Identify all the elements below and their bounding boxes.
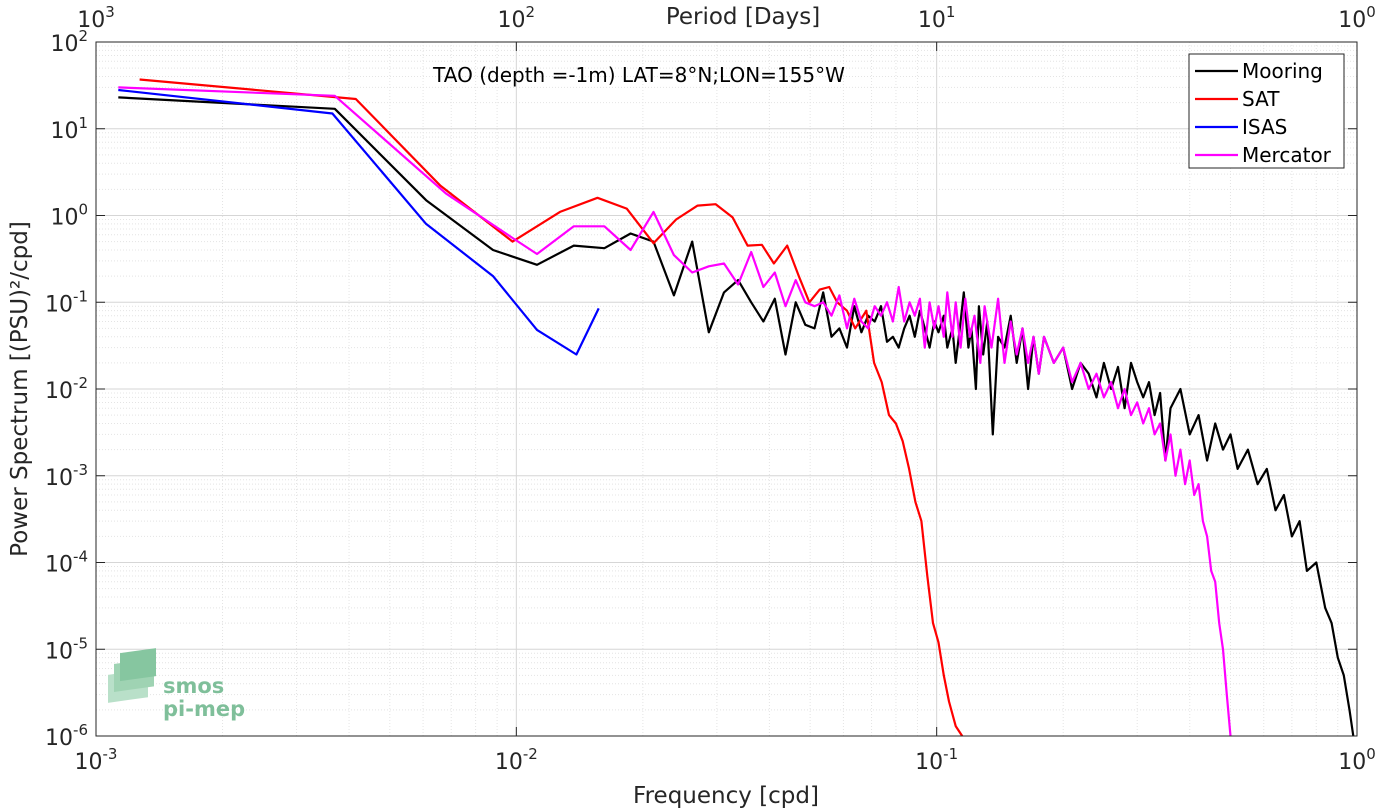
y-tick-label: 10-6	[45, 721, 88, 751]
x2-tick-label: 102	[498, 3, 536, 33]
x-tick-label: 100	[1338, 745, 1376, 775]
x-tick-label: 10-1	[915, 745, 958, 775]
grid	[95, 41, 1358, 737]
x2-tick-label: 101	[918, 3, 956, 33]
y-axis-title: Power Spectrum [(PSU)²/cpd]	[7, 221, 33, 557]
smos-logo: smos pi-mep	[108, 648, 245, 721]
x-tick-label: 10-3	[75, 745, 118, 775]
legend-label-mercator: Mercator	[1242, 143, 1332, 167]
logo-line2: pi-mep	[163, 697, 245, 721]
x2-tick-label: 103	[77, 3, 115, 33]
series-group	[118, 78, 1355, 737]
logo-mark-icon	[108, 648, 156, 703]
logo-line1: smos	[163, 674, 224, 698]
x-tick-label: 10-2	[495, 745, 538, 775]
series-line-mercator	[118, 86, 1232, 737]
y-tick-label: 10-3	[45, 461, 88, 491]
series-line-mooring	[118, 96, 1355, 737]
x2-axis-title: Period [Days]	[666, 4, 820, 30]
legend-label-mooring: Mooring	[1242, 59, 1323, 83]
y-tick-label: 101	[50, 114, 88, 144]
y-tick-label: 10-5	[45, 634, 88, 664]
legend-items: Mooring SAT ISAS Mercator	[1195, 59, 1332, 167]
series-line-isas	[118, 88, 600, 356]
legend-label-sat: SAT	[1242, 87, 1280, 111]
y-tick-label: 10-1	[45, 287, 88, 317]
legend-label-isas: ISAS	[1242, 115, 1287, 139]
y-tick-label: 10-2	[45, 374, 88, 404]
legend: Mooring SAT ISAS Mercator	[1188, 53, 1345, 169]
legend-box	[1188, 53, 1345, 169]
y-tick-label: 102	[50, 27, 88, 57]
x2-tick-label: 100	[1338, 3, 1376, 33]
y-tick-label: 100	[50, 201, 88, 231]
y-tick-label: 10-4	[45, 548, 88, 578]
ticks	[95, 41, 1358, 737]
series-line-sat	[139, 78, 964, 737]
x-axis-title: Frequency [cpd]	[633, 783, 819, 809]
chart-title: TAO (depth =-1m) LAT=8°N;LON=155°W	[432, 63, 845, 87]
